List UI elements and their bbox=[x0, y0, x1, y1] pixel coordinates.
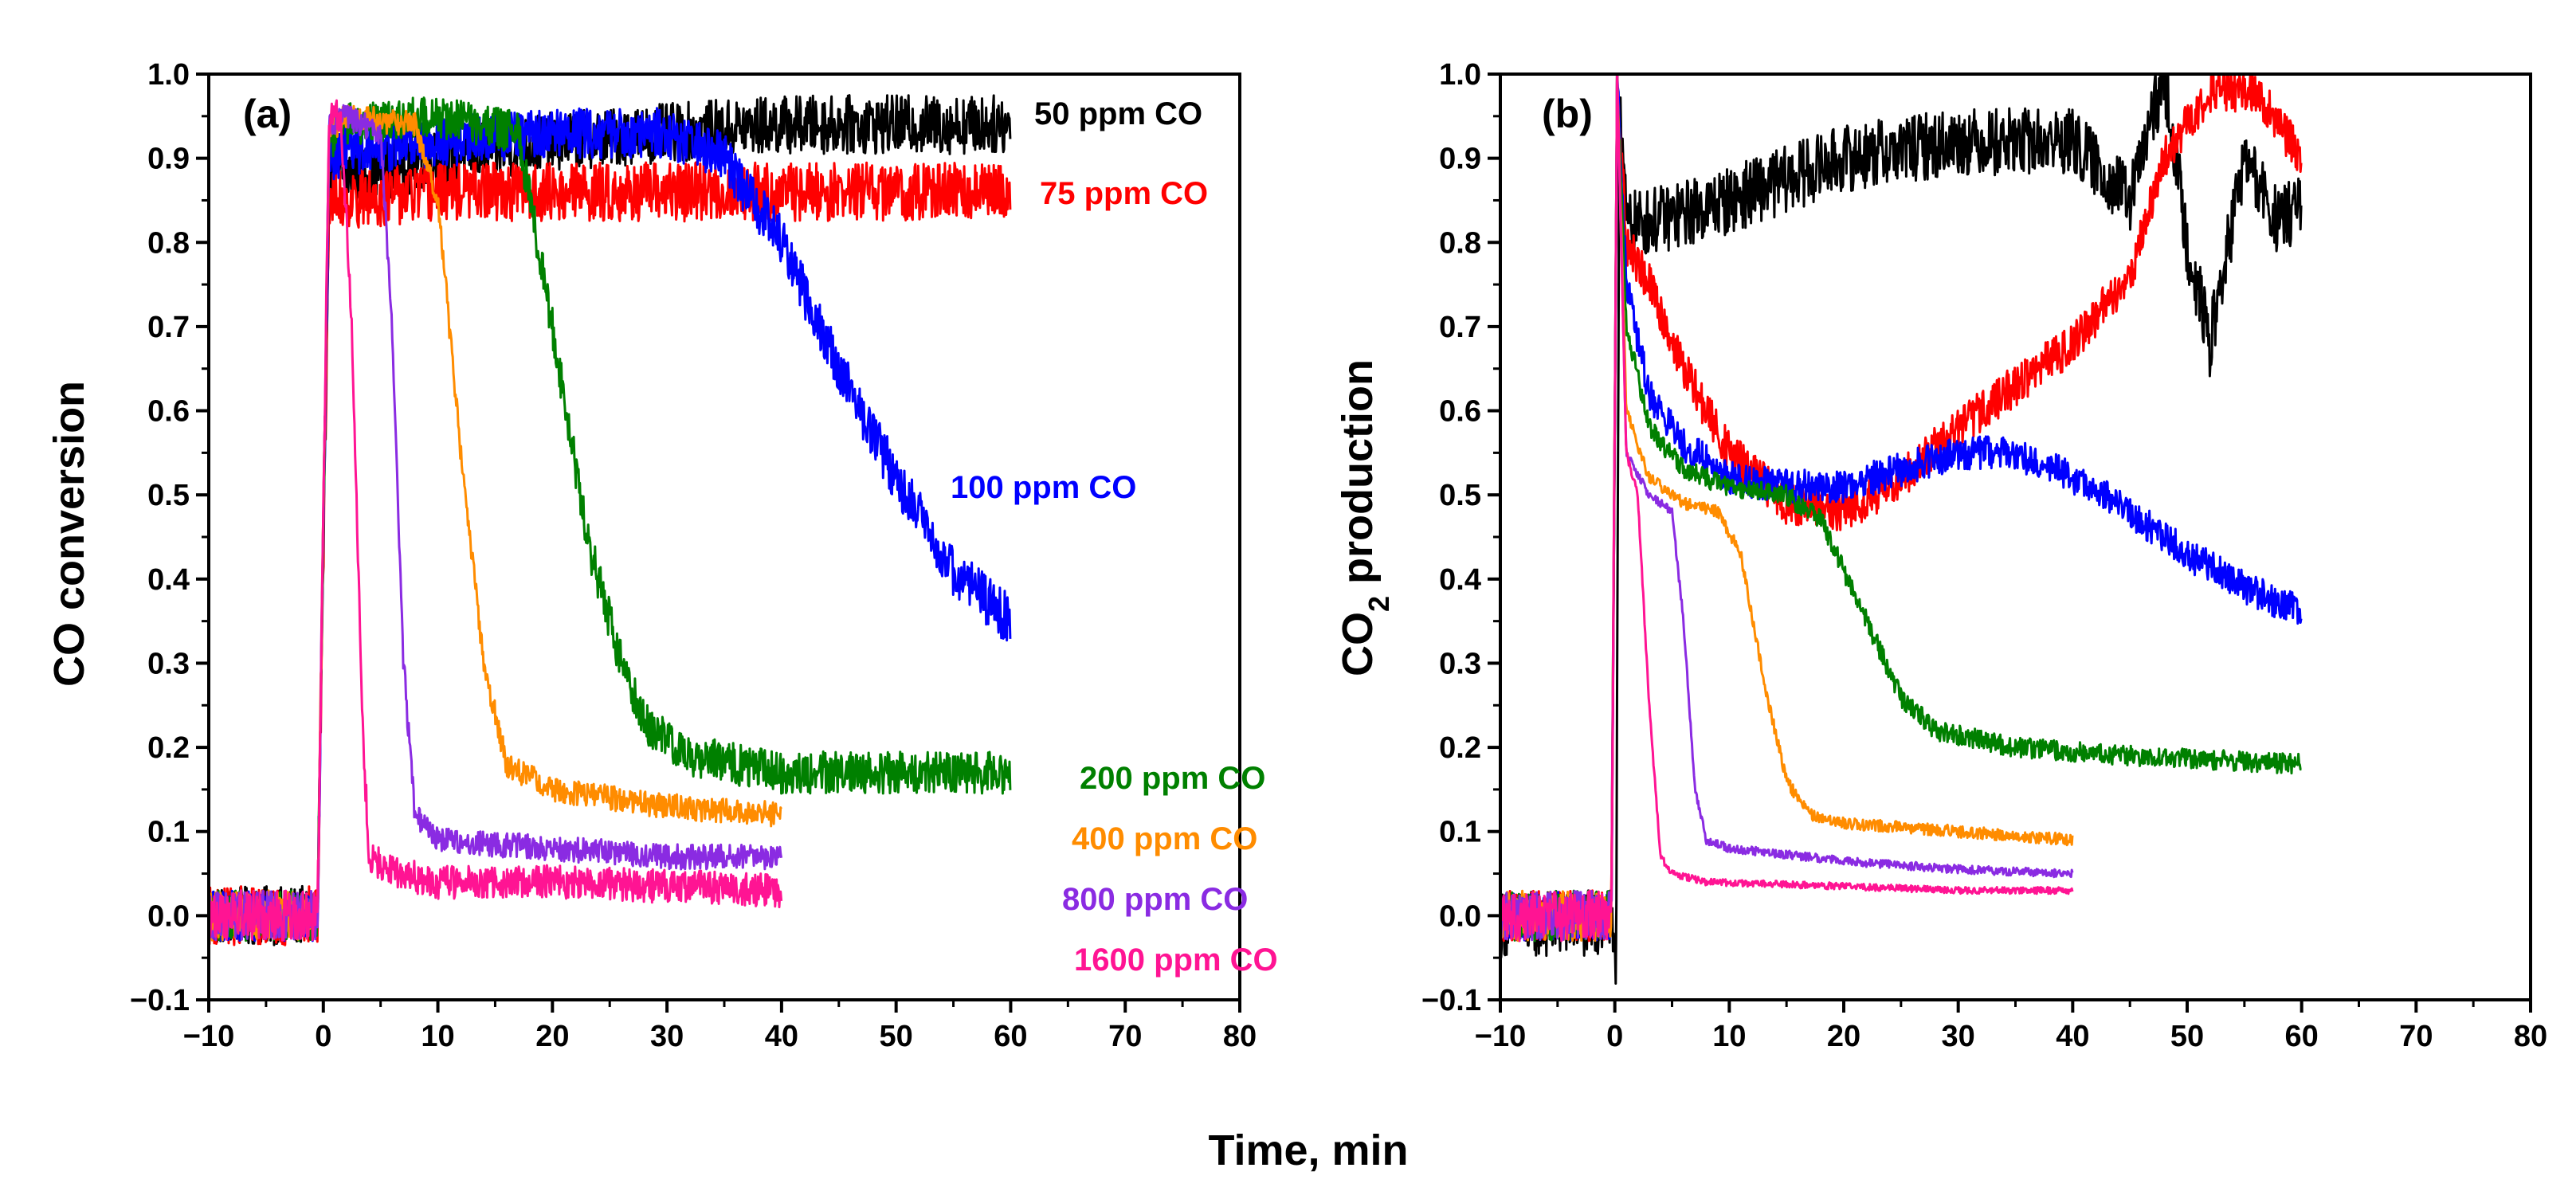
y-tick-label: −0.1 bbox=[130, 984, 190, 1017]
y-tick-label: 0.7 bbox=[1439, 311, 1481, 344]
x-tick-label: 10 bbox=[421, 1020, 454, 1053]
y-tick-label: 0.2 bbox=[147, 731, 190, 765]
panel-b-chart: −10 0 10 20 30 40 50 60 70 80 −0.1 0.0 0.1 0.2 0.3 0.4… bbox=[1334, 58, 2547, 1053]
x-tick-label: 80 bbox=[2514, 1020, 2547, 1053]
series-label-200ppm: 200 ppm CO bbox=[1080, 761, 1265, 796]
y-tick-label: 0.6 bbox=[1439, 395, 1481, 429]
series-line-75-ppm-co bbox=[1500, 74, 2303, 942]
y-tick-label: 0.1 bbox=[1439, 816, 1481, 849]
series-label-800ppm: 800 ppm CO bbox=[1062, 882, 1248, 917]
x-tick-label: 60 bbox=[994, 1020, 1027, 1053]
y-tick-label: 1.0 bbox=[147, 58, 190, 92]
series-label-50ppm: 50 ppm CO bbox=[1034, 96, 1202, 131]
series-label-400ppm: 400 ppm CO bbox=[1072, 821, 1257, 856]
y-tick-label: 0.4 bbox=[147, 563, 190, 597]
series-label-75ppm: 75 ppm CO bbox=[1040, 176, 1208, 211]
y-tick-label: 0.0 bbox=[1439, 899, 1481, 933]
x-axis-title: Time, min bbox=[1208, 1127, 1408, 1174]
panel-b-y-axis-title-main: CO bbox=[1334, 612, 1382, 676]
y-tick-label: 0.9 bbox=[1439, 143, 1481, 176]
series-line-100-ppm-co bbox=[1500, 74, 2303, 942]
x-tick-label: −10 bbox=[183, 1020, 234, 1053]
x-tick-label: 10 bbox=[1712, 1020, 1746, 1053]
series-label-1600ppm: 1600 ppm CO bbox=[1074, 942, 1278, 978]
x-tick-label: 80 bbox=[1223, 1020, 1257, 1053]
y-tick-label: 0.7 bbox=[147, 311, 190, 344]
y-tick-label: 0.6 bbox=[147, 395, 190, 429]
panel-a-label: (a) bbox=[243, 92, 292, 136]
y-tick-label: 0.9 bbox=[147, 143, 190, 176]
x-tick-label: 20 bbox=[1827, 1020, 1860, 1053]
y-tick-label: 0.5 bbox=[1439, 479, 1481, 512]
y-tick-label: 1.0 bbox=[1439, 58, 1481, 92]
x-tick-label: 70 bbox=[2399, 1020, 2433, 1053]
panel-a-chart: −10 0 10 20 30 40 50 60 70 80 −0.1 0.0 0.1 0.2 0.3 0.4… bbox=[45, 58, 1278, 1053]
x-tick-label: 30 bbox=[650, 1020, 684, 1053]
y-tick-label: 0.5 bbox=[147, 479, 190, 512]
y-tick-label: 0.8 bbox=[147, 226, 190, 260]
x-tick-label: 0 bbox=[315, 1020, 331, 1053]
panel-b-y-axis-title: CO2 production bbox=[1334, 359, 1395, 676]
panel-b-series-group bbox=[1500, 74, 2303, 985]
series-line-200-ppm-co bbox=[1500, 74, 2302, 942]
x-tick-label: 30 bbox=[1942, 1020, 1975, 1053]
y-tick-label: 0.8 bbox=[1439, 226, 1481, 260]
panel-a-y-axis-title: CO conversion bbox=[45, 381, 93, 687]
y-tick-label: 0.1 bbox=[147, 816, 190, 849]
panel-b-y-axis-title-subscript: 2 bbox=[1362, 596, 1395, 612]
y-tick-label: 0.3 bbox=[147, 647, 190, 680]
x-tick-label: 40 bbox=[765, 1020, 798, 1053]
series-label-100ppm: 100 ppm CO bbox=[951, 470, 1136, 505]
panel-b-label: (b) bbox=[1542, 92, 1593, 136]
series-line-400-ppm-co bbox=[209, 104, 782, 942]
series-line-1600-ppm-co bbox=[1500, 74, 2074, 942]
y-tick-label: −0.1 bbox=[1421, 984, 1481, 1017]
y-tick-label: 0.2 bbox=[1439, 731, 1481, 765]
y-tick-label: 0.0 bbox=[147, 899, 190, 933]
series-line-1600-ppm-co bbox=[209, 99, 783, 942]
panel-a-series-group bbox=[209, 94, 1012, 946]
y-tick-label: 0.4 bbox=[1439, 563, 1481, 597]
y-tick-label: 0.3 bbox=[1439, 647, 1481, 680]
x-tick-label: 0 bbox=[1606, 1020, 1623, 1053]
x-tick-label: 70 bbox=[1108, 1020, 1142, 1053]
x-tick-label: 50 bbox=[880, 1020, 913, 1053]
x-tick-label: 50 bbox=[2170, 1020, 2204, 1053]
series-line-75-ppm-co bbox=[209, 161, 1012, 946]
x-tick-label: 60 bbox=[2285, 1020, 2319, 1053]
x-tick-label: 20 bbox=[535, 1020, 569, 1053]
x-tick-label: −10 bbox=[1475, 1020, 1526, 1053]
series-line-100-ppm-co bbox=[209, 107, 1012, 942]
panel-b-y-axis-title-rest: production bbox=[1334, 359, 1382, 596]
x-tick-label: 40 bbox=[2056, 1020, 2089, 1053]
